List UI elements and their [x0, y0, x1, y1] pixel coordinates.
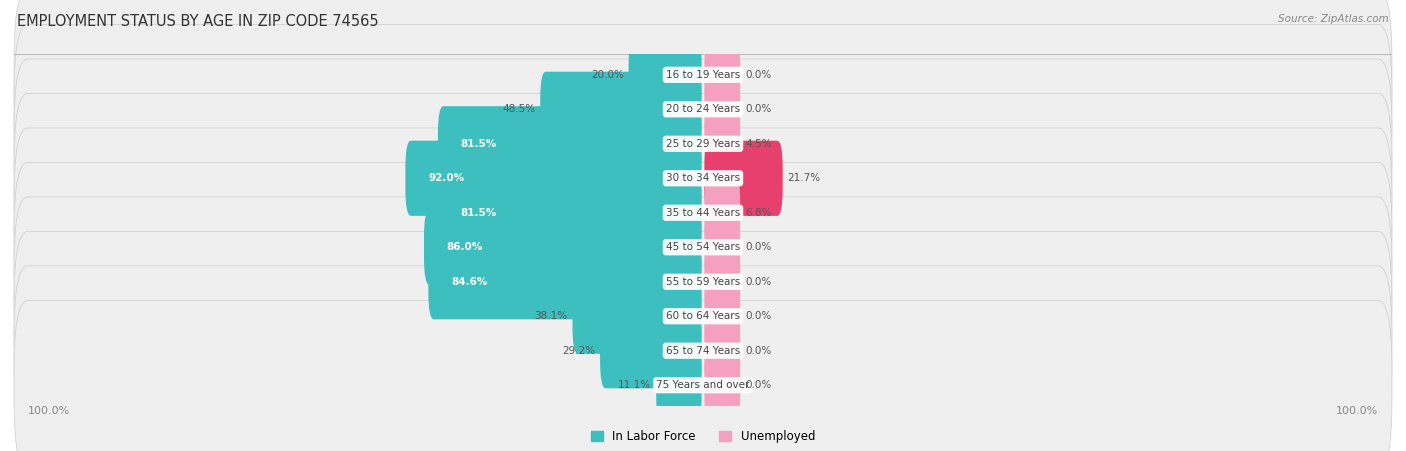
- Text: 75 Years and over: 75 Years and over: [657, 380, 749, 390]
- Text: 81.5%: 81.5%: [461, 139, 496, 149]
- FancyBboxPatch shape: [704, 244, 740, 319]
- FancyBboxPatch shape: [14, 24, 1392, 194]
- Text: 38.1%: 38.1%: [534, 311, 568, 321]
- Text: Source: ZipAtlas.com: Source: ZipAtlas.com: [1278, 14, 1389, 23]
- Text: 0.0%: 0.0%: [745, 277, 772, 287]
- Text: 55 to 59 Years: 55 to 59 Years: [666, 277, 740, 287]
- FancyBboxPatch shape: [600, 313, 702, 388]
- FancyBboxPatch shape: [540, 72, 702, 147]
- FancyBboxPatch shape: [405, 141, 702, 216]
- Text: 4.5%: 4.5%: [745, 139, 772, 149]
- FancyBboxPatch shape: [628, 37, 702, 112]
- Text: 25 to 29 Years: 25 to 29 Years: [666, 139, 740, 149]
- Text: 65 to 74 Years: 65 to 74 Years: [666, 346, 740, 356]
- Text: 6.8%: 6.8%: [745, 208, 772, 218]
- Text: 0.0%: 0.0%: [745, 380, 772, 390]
- FancyBboxPatch shape: [425, 210, 702, 285]
- FancyBboxPatch shape: [14, 300, 1392, 451]
- FancyBboxPatch shape: [704, 175, 740, 250]
- Text: 21.7%: 21.7%: [787, 173, 821, 183]
- Text: 45 to 54 Years: 45 to 54 Years: [666, 242, 740, 252]
- FancyBboxPatch shape: [657, 348, 702, 423]
- Text: 84.6%: 84.6%: [451, 277, 488, 287]
- FancyBboxPatch shape: [14, 59, 1392, 229]
- FancyBboxPatch shape: [437, 106, 702, 181]
- FancyBboxPatch shape: [704, 210, 740, 285]
- Text: 20 to 24 Years: 20 to 24 Years: [666, 104, 740, 114]
- Text: 100.0%: 100.0%: [1336, 406, 1378, 416]
- FancyBboxPatch shape: [14, 128, 1392, 298]
- FancyBboxPatch shape: [704, 72, 740, 147]
- Text: 0.0%: 0.0%: [745, 311, 772, 321]
- FancyBboxPatch shape: [14, 197, 1392, 367]
- FancyBboxPatch shape: [572, 279, 702, 354]
- Text: 81.5%: 81.5%: [461, 208, 496, 218]
- FancyBboxPatch shape: [14, 162, 1392, 332]
- Text: 60 to 64 Years: 60 to 64 Years: [666, 311, 740, 321]
- Text: 0.0%: 0.0%: [745, 242, 772, 252]
- Text: 48.5%: 48.5%: [502, 104, 536, 114]
- Text: 35 to 44 Years: 35 to 44 Years: [666, 208, 740, 218]
- FancyBboxPatch shape: [704, 279, 740, 354]
- Text: 29.2%: 29.2%: [562, 346, 595, 356]
- FancyBboxPatch shape: [437, 175, 702, 250]
- FancyBboxPatch shape: [704, 313, 740, 388]
- Text: 30 to 34 Years: 30 to 34 Years: [666, 173, 740, 183]
- Text: 0.0%: 0.0%: [745, 104, 772, 114]
- Text: 20.0%: 20.0%: [591, 70, 624, 80]
- FancyBboxPatch shape: [14, 0, 1392, 160]
- FancyBboxPatch shape: [704, 348, 740, 423]
- Text: 0.0%: 0.0%: [745, 70, 772, 80]
- Text: 92.0%: 92.0%: [427, 173, 464, 183]
- Text: 11.1%: 11.1%: [619, 380, 651, 390]
- Text: 16 to 19 Years: 16 to 19 Years: [666, 70, 740, 80]
- FancyBboxPatch shape: [14, 231, 1392, 401]
- Text: EMPLOYMENT STATUS BY AGE IN ZIP CODE 74565: EMPLOYMENT STATUS BY AGE IN ZIP CODE 745…: [17, 14, 378, 28]
- Text: 86.0%: 86.0%: [447, 242, 484, 252]
- Text: 100.0%: 100.0%: [28, 406, 70, 416]
- FancyBboxPatch shape: [14, 93, 1392, 263]
- Text: 0.0%: 0.0%: [745, 346, 772, 356]
- FancyBboxPatch shape: [704, 141, 783, 216]
- FancyBboxPatch shape: [429, 244, 702, 319]
- FancyBboxPatch shape: [14, 266, 1392, 436]
- Legend: In Labor Force, Unemployed: In Labor Force, Unemployed: [585, 424, 821, 449]
- FancyBboxPatch shape: [704, 37, 740, 112]
- FancyBboxPatch shape: [704, 106, 740, 181]
